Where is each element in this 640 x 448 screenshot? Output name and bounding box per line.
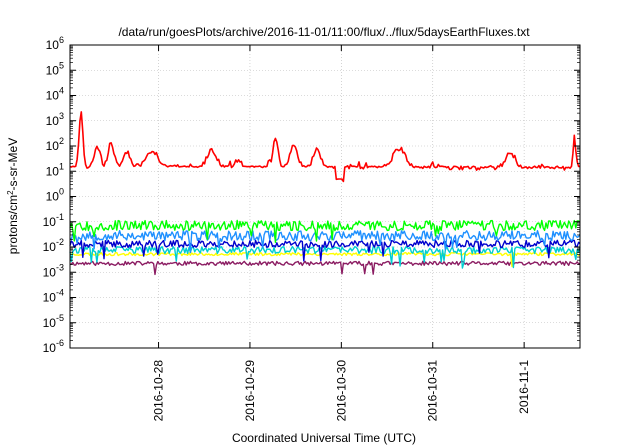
y-tick-label: 10-1 bbox=[43, 212, 64, 229]
y-tick-label: 10-3 bbox=[43, 262, 64, 279]
grid-lines bbox=[70, 45, 580, 348]
y-tick-base: 10 bbox=[43, 240, 57, 254]
y-tick-exponent: -2 bbox=[56, 237, 64, 247]
y-tick-base: 10 bbox=[46, 190, 60, 204]
y-tick-base: 10 bbox=[46, 38, 60, 52]
y-tick-base: 10 bbox=[46, 114, 60, 128]
chart-title: /data/run/goesPlots/archive/2016-11-01/1… bbox=[118, 25, 530, 39]
y-tick-base: 10 bbox=[43, 215, 57, 229]
y-tick-exponent: -1 bbox=[56, 212, 64, 222]
y-axis-label-post: -s-sr-MeV bbox=[6, 138, 20, 191]
series-line-3 bbox=[69, 239, 581, 262]
y-tick-exponent: 5 bbox=[59, 60, 64, 70]
x-tick-label: 2016-11-1 bbox=[517, 360, 531, 414]
y-tick-label: 104 bbox=[46, 86, 64, 103]
y-tick-exponent: 6 bbox=[59, 35, 64, 45]
y-tick-label: 102 bbox=[46, 136, 64, 153]
y-tick-exponent: -6 bbox=[56, 338, 64, 348]
y-tick-base: 10 bbox=[43, 341, 57, 355]
y-tick-base: 10 bbox=[43, 291, 57, 305]
y-tick-base: 10 bbox=[46, 89, 60, 103]
y-tick-label: 10-6 bbox=[43, 338, 64, 355]
y-tick-label: 106 bbox=[46, 35, 64, 52]
series-line-2 bbox=[69, 245, 581, 269]
y-axis-label-sup: 2 bbox=[6, 190, 15, 195]
x-tick-label: 2016-10-29 bbox=[243, 360, 257, 422]
axis-ticks: 2016-10-28 2016-10-29 2016-10-30 2016-10-31… bbox=[43, 35, 580, 421]
y-tick-exponent: -3 bbox=[56, 262, 64, 272]
y-tick-exponent: -5 bbox=[56, 313, 64, 323]
series-line-1 bbox=[69, 251, 581, 268]
y-tick-base: 10 bbox=[46, 164, 60, 178]
data-series bbox=[69, 111, 581, 276]
y-axis-label: protons/cm2-s-sr-MeV bbox=[6, 138, 21, 254]
y-tick-label: 103 bbox=[46, 111, 64, 128]
y-tick-label: 10-2 bbox=[43, 237, 64, 254]
y-tick-label: 105 bbox=[46, 60, 64, 77]
y-tick-label: 10-4 bbox=[43, 288, 64, 305]
y-tick-label: 101 bbox=[46, 161, 64, 178]
y-tick-exponent: 4 bbox=[59, 86, 64, 96]
series-line-6 bbox=[69, 111, 581, 183]
series-line-0 bbox=[69, 260, 581, 276]
y-axis-label-pre: protons/cm bbox=[6, 195, 20, 254]
y-tick-exponent: -4 bbox=[56, 288, 64, 298]
x-tick-label: 2016-10-28 bbox=[152, 360, 166, 422]
y-tick-exponent: 2 bbox=[59, 136, 64, 146]
y-tick-base: 10 bbox=[46, 63, 60, 77]
y-tick-base: 10 bbox=[43, 316, 57, 330]
series-line-4 bbox=[69, 229, 581, 254]
y-tick-label: 10-5 bbox=[43, 313, 64, 330]
y-tick-base: 10 bbox=[46, 139, 60, 153]
series-line-5 bbox=[69, 219, 581, 244]
y-tick-label: 100 bbox=[46, 187, 64, 204]
x-tick-label: 2016-10-31 bbox=[426, 360, 440, 422]
y-tick-exponent: 0 bbox=[59, 187, 64, 197]
y-tick-base: 10 bbox=[43, 265, 57, 279]
y-tick-exponent: 1 bbox=[59, 161, 64, 171]
x-axis-label: Coordinated Universal Time (UTC) bbox=[232, 431, 416, 445]
x-tick-label: 2016-10-30 bbox=[334, 360, 348, 422]
y-tick-exponent: 3 bbox=[59, 111, 64, 121]
